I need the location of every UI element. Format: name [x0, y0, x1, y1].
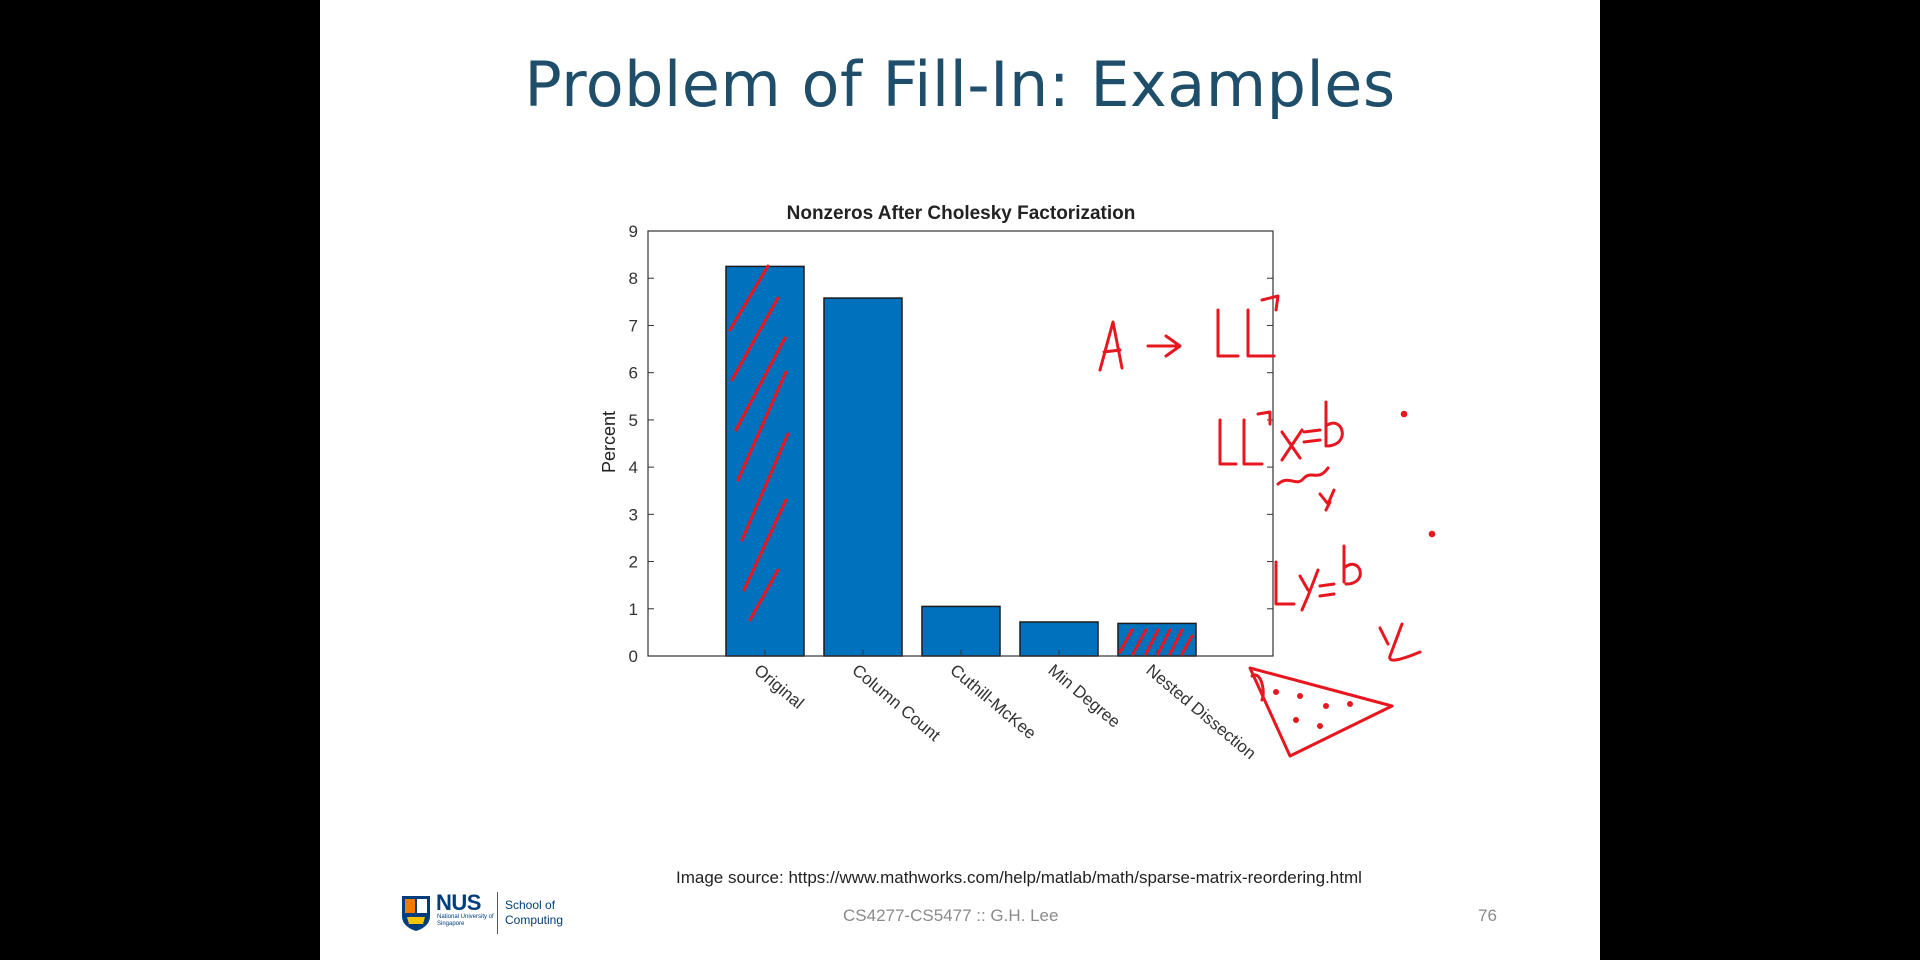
y-tick-label: 5 — [629, 411, 638, 430]
y-tick-label: 0 — [629, 647, 638, 666]
nus-crest-icon — [402, 896, 430, 931]
page-number: 76 — [1478, 906, 1497, 925]
x-tick-label: Original — [750, 661, 807, 713]
x-ticks-group: Original Column Count Cuthill-McKee Min Deg… — [750, 650, 1260, 764]
nus-wordmark: NUS — [436, 890, 481, 915]
slide-title: Problem of Fill-In: Examples — [524, 48, 1396, 121]
y-tick-label: 1 — [629, 600, 638, 619]
bar-cuthill-mckee — [921, 605, 1001, 657]
y-tick-label: 8 — [629, 269, 638, 288]
x-tick-label: Min Degree — [1044, 661, 1124, 732]
y-tick-label: 4 — [629, 458, 638, 477]
chart-title: Nonzeros After Cholesky Factorization — [787, 203, 1136, 224]
slide: Problem of Fill-In: Examples — [320, 0, 1600, 960]
y-tick-label: 9 — [629, 222, 638, 241]
bars-group — [725, 265, 1197, 657]
x-tick-label: Nested Dissection — [1142, 661, 1259, 764]
logo-separator — [497, 892, 498, 934]
y-tick-label: 3 — [629, 505, 638, 524]
footer-course-label: CS4277-CS5477 :: G.H. Lee — [843, 906, 1059, 925]
y-axis-label: Percent — [599, 411, 619, 473]
x-tick-label: Cuthill-McKee — [946, 661, 1039, 744]
y-tick-label: 6 — [629, 364, 638, 383]
y-tick-label: 2 — [629, 553, 638, 572]
image-source-caption: Image source: https://www.mathworks.com/… — [676, 868, 1362, 887]
handwritten-annotations — [728, 264, 1436, 758]
nus-university-name: National University of Singapore — [437, 914, 494, 927]
y-ticks-group: 0 1 2 3 4 5 6 7 8 9 — [629, 222, 1273, 666]
bar-column-count — [823, 297, 903, 657]
y-tick-label: 7 — [629, 316, 638, 335]
bar-original — [725, 265, 805, 657]
school-name: School of Computing — [505, 898, 564, 927]
x-tick-label: Column Count — [848, 661, 944, 746]
